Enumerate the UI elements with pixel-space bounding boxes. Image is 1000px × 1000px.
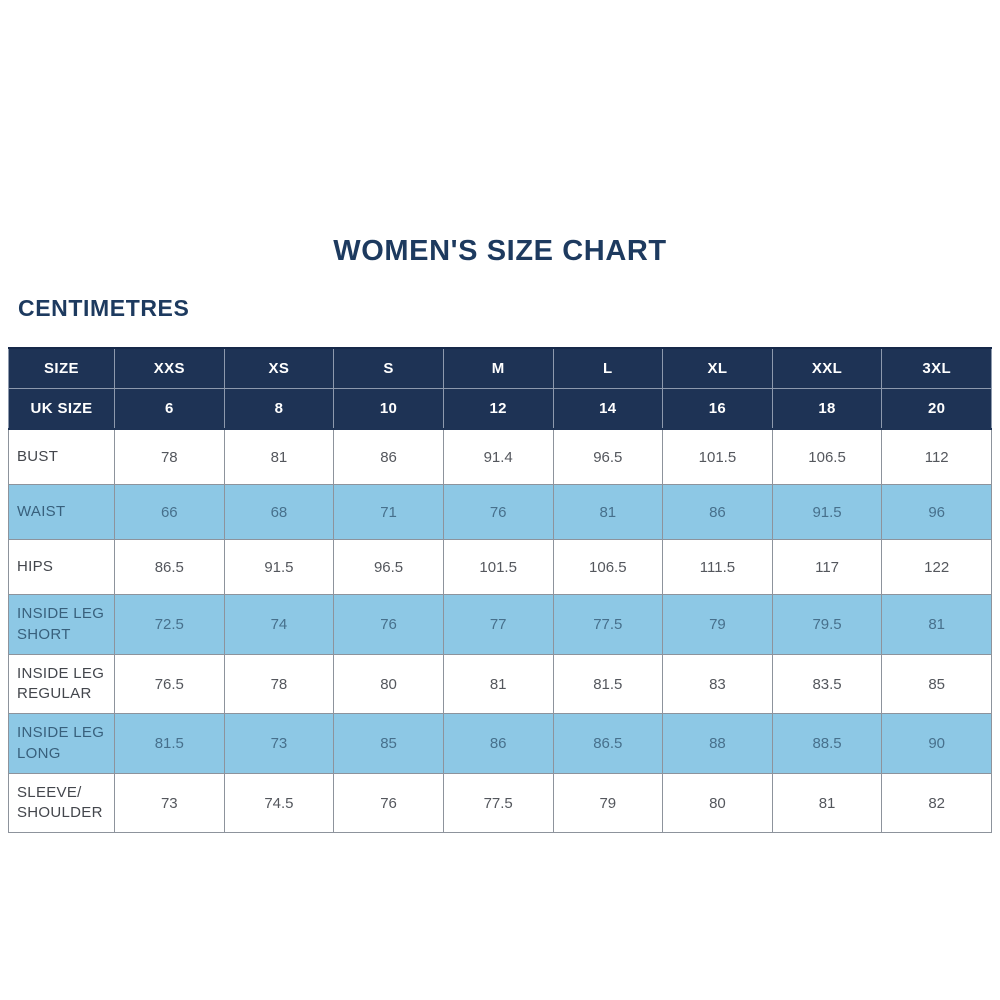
value-cell: 74.5 xyxy=(223,772,335,834)
header-cell: 18 xyxy=(771,388,883,431)
value-cell: 79 xyxy=(552,772,664,834)
header-cell: 3XL xyxy=(881,347,992,390)
header-row-1: UK SIZE 6 8 10 12 14 16 18 20 xyxy=(8,388,992,431)
value-cell: 90 xyxy=(881,713,992,774)
table-row: BUST 78 81 86 91.4 96.5 101.5 106.5 112 xyxy=(8,428,992,486)
value-cell: 86 xyxy=(662,484,773,541)
table-header: SIZE XXS XS S M L XL XXL 3XL UK SIZE 6 8 10 12 14 16 18 2… xyxy=(8,347,992,431)
value-cell: 77.5 xyxy=(442,772,554,834)
header-cell: 8 xyxy=(223,388,335,431)
value-cell: 73 xyxy=(114,772,225,834)
table-row: SLEEVE/ SHOULDER 73 74.5 76 77.5 79 80 81 82 xyxy=(8,772,992,834)
row-label: BUST xyxy=(8,428,115,486)
value-cell: 74 xyxy=(223,594,335,655)
value-cell: 91.4 xyxy=(442,428,554,486)
value-cell: 68 xyxy=(223,484,335,541)
header-cell: XXS xyxy=(114,347,225,390)
header-cell: 6 xyxy=(114,388,225,431)
value-cell: 83.5 xyxy=(771,653,883,715)
header-cell: 20 xyxy=(881,388,992,431)
value-cell: 81.5 xyxy=(552,653,664,715)
value-cell: 112 xyxy=(881,428,992,486)
page-title: WOMEN'S SIZE CHART xyxy=(333,235,667,267)
value-cell: 96.5 xyxy=(552,428,664,486)
value-cell: 85 xyxy=(333,713,444,774)
value-cell: 80 xyxy=(333,653,444,715)
header-cell: L xyxy=(552,347,664,390)
value-cell: 81 xyxy=(771,772,883,834)
value-cell: 86.5 xyxy=(114,539,225,596)
table-row: WAIST 66 68 71 76 81 86 91.5 96 xyxy=(8,484,992,541)
value-cell: 86 xyxy=(442,713,554,774)
value-cell: 106.5 xyxy=(552,539,664,596)
value-cell: 66 xyxy=(114,484,225,541)
row-label: INSIDE LEG SHORT xyxy=(8,594,115,655)
table-row: INSIDE LEG LONG 81.5 73 85 86 86.5 88 88.5 90 xyxy=(8,713,992,774)
value-cell: 101.5 xyxy=(662,428,773,486)
value-cell: 83 xyxy=(662,653,773,715)
value-cell: 76 xyxy=(333,594,444,655)
value-cell: 79 xyxy=(662,594,773,655)
value-cell: 88.5 xyxy=(771,713,883,774)
value-cell: 81 xyxy=(881,594,992,655)
value-cell: 81.5 xyxy=(114,713,225,774)
header-row-label: SIZE xyxy=(8,347,115,390)
value-cell: 88 xyxy=(662,713,773,774)
row-label: INSIDE LEG REGULAR xyxy=(8,653,115,715)
value-cell: 91.5 xyxy=(223,539,335,596)
value-cell: 72.5 xyxy=(114,594,225,655)
header-cell: 12 xyxy=(442,388,554,431)
size-chart-table: SIZE XXS XS S M L XL XXL 3XL UK SIZE 6 8 10 12 14 16 18 2… xyxy=(8,347,992,834)
header-row-0: SIZE XXS XS S M L XL XXL 3XL xyxy=(8,347,992,390)
value-cell: 106.5 xyxy=(771,428,883,486)
table-row: INSIDE LEG REGULAR 76.5 78 80 81 81.5 83 83.5 85 xyxy=(8,653,992,715)
value-cell: 80 xyxy=(662,772,773,834)
value-cell: 73 xyxy=(223,713,335,774)
value-cell: 77 xyxy=(442,594,554,655)
value-cell: 79.5 xyxy=(771,594,883,655)
header-cell: XL xyxy=(662,347,773,390)
value-cell: 76 xyxy=(442,484,554,541)
value-cell: 82 xyxy=(881,772,992,834)
header-cell: 16 xyxy=(662,388,773,431)
table-row: INSIDE LEG SHORT 72.5 74 76 77 77.5 79 79.5 81 xyxy=(8,594,992,655)
header-cell: 10 xyxy=(333,388,444,431)
row-label: SLEEVE/ SHOULDER xyxy=(8,772,115,834)
header-cell: XS xyxy=(223,347,335,390)
value-cell: 81 xyxy=(442,653,554,715)
value-cell: 81 xyxy=(552,484,664,541)
value-cell: 111.5 xyxy=(662,539,773,596)
header-cell: 14 xyxy=(552,388,664,431)
value-cell: 71 xyxy=(333,484,444,541)
value-cell: 76 xyxy=(333,772,444,834)
table-row: HIPS 86.5 91.5 96.5 101.5 106.5 111.5 117 122 xyxy=(8,539,992,596)
header-cell: S xyxy=(333,347,444,390)
value-cell: 76.5 xyxy=(114,653,225,715)
value-cell: 78 xyxy=(223,653,335,715)
header-cell: M xyxy=(442,347,554,390)
header-cell: XXL xyxy=(771,347,883,390)
value-cell: 101.5 xyxy=(442,539,554,596)
units-heading: CENTIMETRES xyxy=(18,294,190,321)
table-body: BUST 78 81 86 91.4 96.5 101.5 106.5 112 WAIST 66 68… xyxy=(8,428,992,834)
value-cell: 81 xyxy=(223,428,335,486)
value-cell: 96.5 xyxy=(333,539,444,596)
header-row-label: UK SIZE xyxy=(8,388,115,431)
row-label: INSIDE LEG LONG xyxy=(8,713,115,774)
value-cell: 91.5 xyxy=(771,484,883,541)
value-cell: 122 xyxy=(881,539,992,596)
value-cell: 86.5 xyxy=(552,713,664,774)
row-label: WAIST xyxy=(8,484,115,541)
value-cell: 77.5 xyxy=(552,594,664,655)
value-cell: 85 xyxy=(881,653,992,715)
row-label: HIPS xyxy=(8,539,115,596)
value-cell: 117 xyxy=(771,539,883,596)
value-cell: 96 xyxy=(881,484,992,541)
value-cell: 86 xyxy=(333,428,444,486)
value-cell: 78 xyxy=(114,428,225,486)
